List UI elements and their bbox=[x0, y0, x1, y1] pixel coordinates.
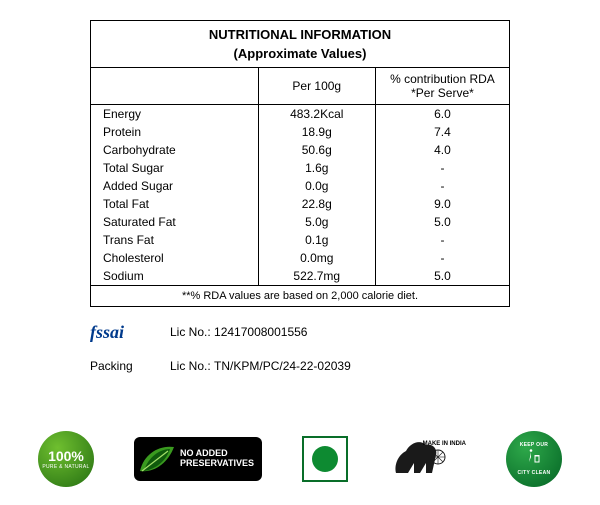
cell-per100: 50.6g bbox=[258, 141, 375, 159]
table-row: Total Sugar1.6g- bbox=[91, 159, 510, 177]
nutrition-table: NUTRITIONAL INFORMATION (Approximate Val… bbox=[90, 20, 510, 307]
fssai-lic-label: Lic No.: bbox=[170, 321, 211, 344]
packing-lic-label: Lic No.: bbox=[170, 355, 211, 378]
table-row: Energy483.2Kcal6.0 bbox=[91, 105, 510, 124]
table-row: Total Fat22.8g9.0 bbox=[91, 195, 510, 213]
cell-nutrient: Saturated Fat bbox=[91, 213, 259, 231]
cell-per100: 0.0g bbox=[258, 177, 375, 195]
col-nutrient-header bbox=[91, 68, 259, 105]
cell-nutrient: Sodium bbox=[91, 267, 259, 286]
cell-nutrient: Total Sugar bbox=[91, 159, 259, 177]
table-row: Added Sugar0.0g- bbox=[91, 177, 510, 195]
col-rda-header: % contribution RDA *Per Serve* bbox=[375, 68, 509, 105]
cell-nutrient: Added Sugar bbox=[91, 177, 259, 195]
cell-rda: 5.0 bbox=[375, 267, 509, 286]
cell-rda: - bbox=[375, 159, 509, 177]
cell-rda: 6.0 bbox=[375, 105, 509, 124]
clean-city-line2: CITY CLEAN bbox=[517, 470, 550, 476]
table-row: Sodium522.7mg5.0 bbox=[91, 267, 510, 286]
packing-lic-value: TN/KPM/PC/24-22-02039 bbox=[214, 355, 351, 378]
cell-nutrient: Protein bbox=[91, 123, 259, 141]
cell-per100: 0.1g bbox=[258, 231, 375, 249]
table-footer: **% RDA values are based on 2,000 calori… bbox=[91, 286, 510, 307]
table-row: Trans Fat0.1g- bbox=[91, 231, 510, 249]
cell-per100: 5.0g bbox=[258, 213, 375, 231]
cell-per100: 22.8g bbox=[258, 195, 375, 213]
cell-nutrient: Carbohydrate bbox=[91, 141, 259, 159]
packing-label: Packing bbox=[90, 355, 170, 378]
cell-rda: 4.0 bbox=[375, 141, 509, 159]
cell-per100: 1.6g bbox=[258, 159, 375, 177]
veg-mark-icon bbox=[302, 436, 348, 482]
cell-nutrient: Energy bbox=[91, 105, 259, 124]
pure-natural-label: PURE & NATURAL bbox=[42, 464, 89, 470]
cell-nutrient: Total Fat bbox=[91, 195, 259, 213]
cell-nutrient: Cholesterol bbox=[91, 249, 259, 267]
license-section: fssai Lic No.: 12417008001556 Packing Li… bbox=[0, 315, 600, 378]
cell-per100: 0.0mg bbox=[258, 249, 375, 267]
cell-rda: - bbox=[375, 249, 509, 267]
cell-per100: 522.7mg bbox=[258, 267, 375, 286]
no-preserv-line2: PRESERVATIVES bbox=[180, 459, 254, 469]
make-in-india-badge: MAKE IN INDIA bbox=[388, 433, 466, 485]
cell-rda: - bbox=[375, 231, 509, 249]
badges-row: 100% PURE & NATURAL NO ADDED PRESERVATIV… bbox=[0, 431, 600, 487]
table-row: Protein18.9g7.4 bbox=[91, 123, 510, 141]
pure-natural-value: 100% bbox=[48, 448, 84, 464]
pure-natural-badge: 100% PURE & NATURAL bbox=[38, 431, 94, 487]
table-row: Carbohydrate50.6g4.0 bbox=[91, 141, 510, 159]
cell-nutrient: Trans Fat bbox=[91, 231, 259, 249]
cell-rda: 9.0 bbox=[375, 195, 509, 213]
table-row: Cholesterol0.0mg- bbox=[91, 249, 510, 267]
fssai-lic-value: 12417008001556 bbox=[214, 321, 307, 344]
clean-city-badge: KEEP OUR CITY CLEAN bbox=[506, 431, 562, 487]
leaf-icon bbox=[134, 437, 178, 481]
cell-rda: - bbox=[375, 177, 509, 195]
fssai-logo: fssai bbox=[90, 315, 170, 349]
trash-icon bbox=[526, 448, 542, 469]
table-row: Saturated Fat5.0g5.0 bbox=[91, 213, 510, 231]
table-header-row: Per 100g % contribution RDA *Per Serve* bbox=[91, 68, 510, 105]
fssai-row: fssai Lic No.: 12417008001556 bbox=[90, 315, 600, 349]
table-title: NUTRITIONAL INFORMATION bbox=[91, 21, 510, 45]
cell-per100: 18.9g bbox=[258, 123, 375, 141]
table-subtitle: (Approximate Values) bbox=[91, 44, 510, 68]
packing-row: Packing Lic No.: TN/KPM/PC/24-22-02039 bbox=[90, 355, 600, 378]
cell-rda: 5.0 bbox=[375, 213, 509, 231]
cell-rda: 7.4 bbox=[375, 123, 509, 141]
cell-per100: 483.2Kcal bbox=[258, 105, 375, 124]
no-preservatives-badge: NO ADDED PRESERVATIVES bbox=[134, 437, 262, 481]
make-in-india-text: MAKE IN INDIA bbox=[423, 441, 466, 448]
table-footer-row: **% RDA values are based on 2,000 calori… bbox=[91, 286, 510, 307]
col-per100-header: Per 100g bbox=[258, 68, 375, 105]
